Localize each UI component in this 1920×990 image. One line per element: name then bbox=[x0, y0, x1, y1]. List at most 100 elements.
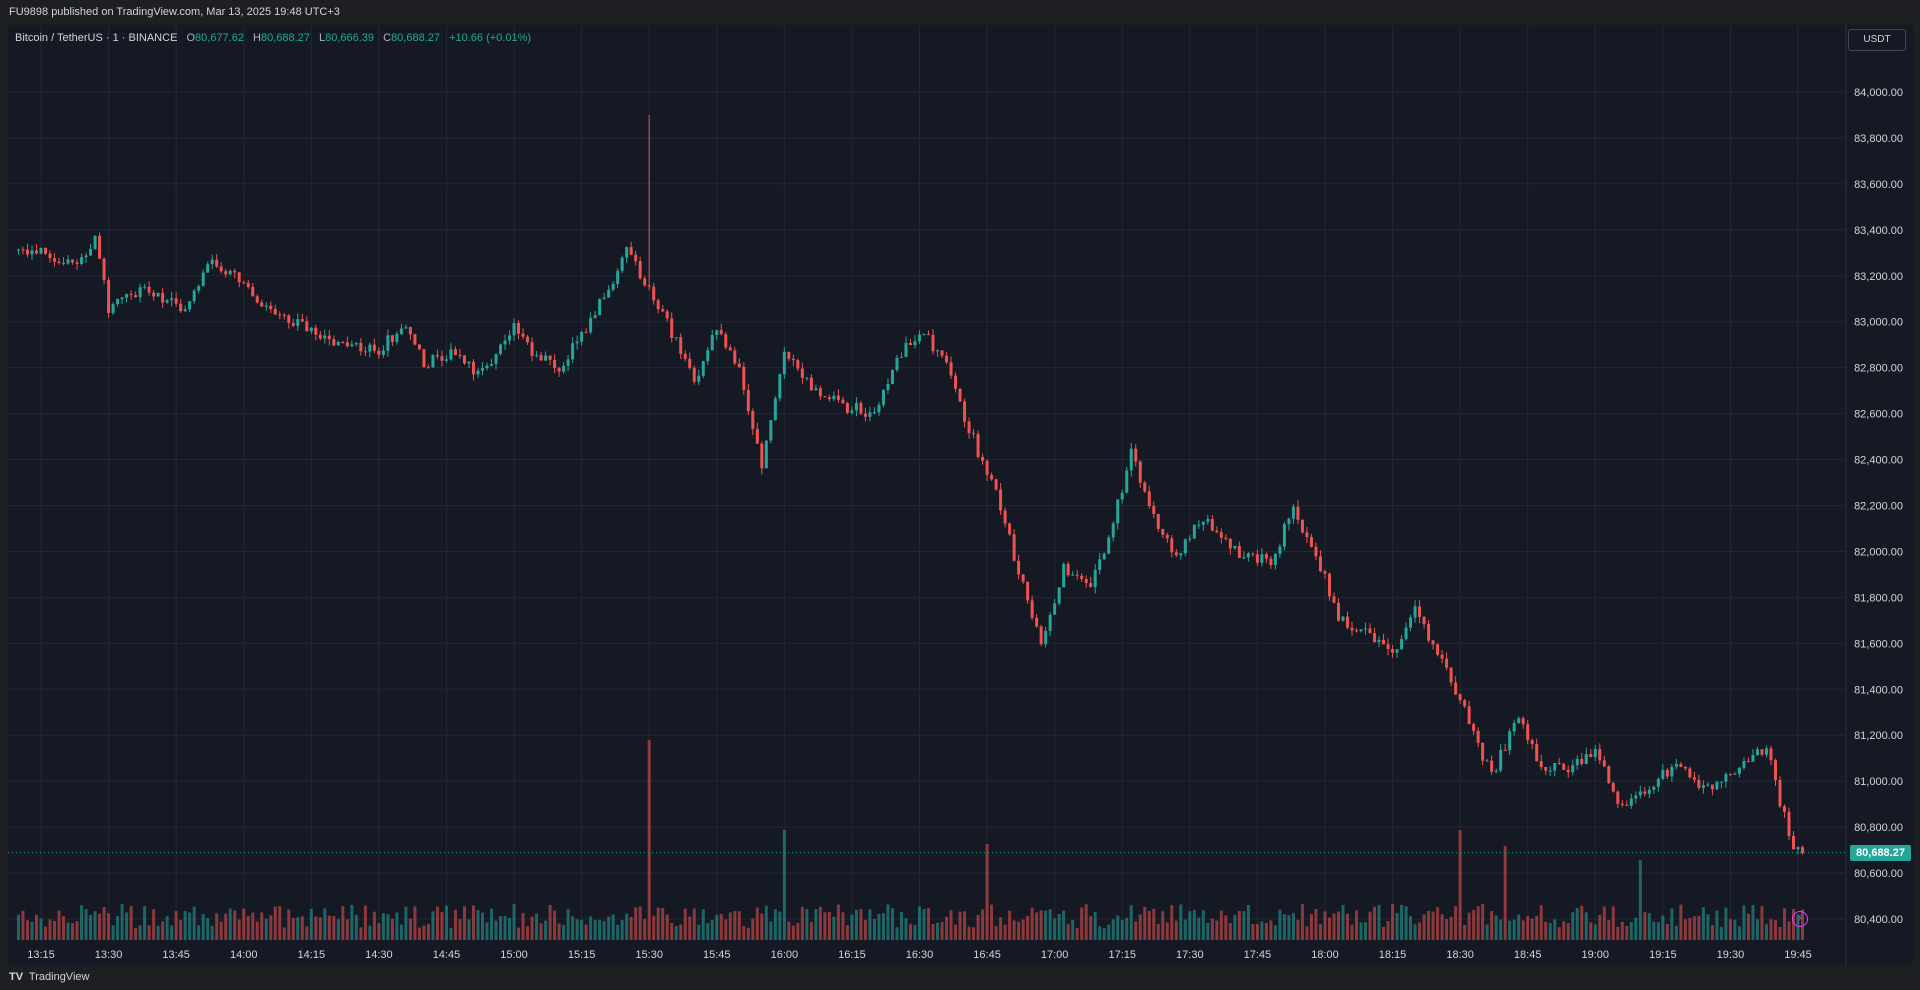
volume-bar bbox=[1354, 910, 1358, 940]
volume-bar bbox=[1170, 905, 1174, 940]
volume-bar bbox=[679, 924, 683, 940]
x-tick-label: 15:45 bbox=[703, 949, 731, 961]
volume-bar bbox=[584, 924, 588, 940]
volume-bar bbox=[1625, 925, 1629, 940]
volume-bar bbox=[503, 915, 507, 940]
volume-bar bbox=[57, 910, 61, 940]
candle-body bbox=[656, 300, 660, 310]
volume-bar bbox=[827, 911, 831, 940]
volume-bar bbox=[751, 918, 755, 940]
candle-body bbox=[116, 298, 120, 305]
candle-body bbox=[927, 334, 931, 336]
candle-body bbox=[733, 350, 737, 364]
volume-bar bbox=[1728, 919, 1732, 940]
volume-bar bbox=[1242, 911, 1246, 940]
candle-body bbox=[940, 350, 944, 356]
candle-body bbox=[309, 327, 313, 332]
volume-bar bbox=[1219, 910, 1223, 940]
candle-body bbox=[1246, 553, 1250, 558]
candle-body bbox=[778, 374, 782, 399]
close-value: 80,688.27 bbox=[391, 32, 440, 44]
candle-body bbox=[697, 375, 701, 382]
x-tick-label: 19:15 bbox=[1649, 949, 1677, 961]
candle-body bbox=[1418, 606, 1422, 617]
candle-body bbox=[413, 334, 417, 345]
volume-bar bbox=[859, 909, 863, 940]
volume-bar bbox=[224, 913, 228, 940]
volume-bar bbox=[1571, 912, 1575, 940]
candle-body bbox=[634, 254, 638, 262]
volume-bar bbox=[102, 907, 106, 940]
volume-bar bbox=[1535, 915, 1539, 940]
candle-body bbox=[25, 249, 29, 255]
volume-bar bbox=[1589, 922, 1593, 940]
candle-body bbox=[1053, 603, 1057, 615]
volume-bar bbox=[120, 904, 124, 940]
volume-bar bbox=[1706, 914, 1710, 940]
volume-bar bbox=[1129, 905, 1133, 940]
candle-body bbox=[1332, 596, 1336, 603]
candle-body bbox=[1485, 760, 1489, 762]
volume-bar bbox=[764, 905, 768, 940]
volume-bar bbox=[390, 918, 394, 940]
volume-bar bbox=[1255, 924, 1259, 940]
volume-bar bbox=[413, 906, 417, 940]
candle-body bbox=[719, 330, 723, 335]
candle-body bbox=[251, 286, 255, 297]
volume-bar bbox=[318, 917, 322, 940]
volume-bar bbox=[1395, 912, 1399, 940]
candle-body bbox=[242, 282, 246, 284]
volume-bar bbox=[539, 923, 543, 940]
candle-body bbox=[652, 286, 656, 301]
candle-body bbox=[210, 259, 214, 265]
candle-body bbox=[395, 334, 399, 342]
candle-body bbox=[638, 261, 642, 279]
candle-body bbox=[769, 420, 773, 441]
volume-bar bbox=[435, 906, 439, 940]
candle-body bbox=[1048, 614, 1052, 631]
x-tick-label: 15:00 bbox=[500, 949, 528, 961]
candle-body bbox=[323, 335, 327, 339]
volume-bar bbox=[1458, 830, 1462, 940]
candle-body bbox=[408, 327, 412, 335]
candle-body bbox=[39, 247, 43, 254]
volume-bar bbox=[1165, 922, 1169, 940]
lightning-alert-icon[interactable]: ⚡ bbox=[1792, 911, 1808, 927]
volume-bar bbox=[1291, 912, 1295, 940]
candle-body bbox=[1710, 784, 1714, 790]
candle-body bbox=[161, 292, 165, 303]
candle-body bbox=[598, 298, 602, 316]
candle-body bbox=[1616, 791, 1620, 804]
volume-bar bbox=[490, 908, 494, 940]
volume-bar bbox=[1544, 921, 1548, 940]
candle-body bbox=[1553, 762, 1557, 771]
volume-bar bbox=[1472, 909, 1476, 940]
volume-bar bbox=[1697, 915, 1701, 940]
volume-bar bbox=[417, 927, 421, 940]
candle-body bbox=[805, 377, 809, 379]
candle-body bbox=[886, 383, 890, 390]
y-tick-label: 80,400.00 bbox=[1854, 914, 1903, 926]
candle-body bbox=[845, 403, 849, 413]
candle-body bbox=[661, 309, 665, 312]
y-tick-label: 83,000.00 bbox=[1854, 317, 1903, 329]
volume-bar bbox=[890, 908, 894, 940]
candle-body bbox=[1544, 767, 1548, 771]
candle-body bbox=[228, 270, 232, 275]
candle-body bbox=[629, 247, 633, 255]
price-chart-svg[interactable]: 84,000.00 83,800.00 83,600.00 83,400.00 83,2… bbox=[8, 25, 1913, 965]
x-tick-label: 16:30 bbox=[906, 949, 934, 961]
x-tick-label: 14:45 bbox=[433, 949, 461, 961]
x-tick-label: 18:45 bbox=[1514, 949, 1542, 961]
candle-body bbox=[183, 309, 187, 312]
candle-body bbox=[1688, 768, 1692, 778]
volume-bar bbox=[1391, 904, 1395, 940]
candle-body bbox=[945, 355, 949, 363]
currency-selector-button[interactable]: USDT bbox=[1848, 29, 1906, 51]
volume-bar bbox=[62, 916, 66, 940]
volume-bar bbox=[170, 925, 174, 940]
candle-body bbox=[89, 248, 93, 256]
chart-panel[interactable]: 84,000.00 83,800.00 83,600.00 83,400.00 83,2… bbox=[8, 25, 1913, 965]
volume-bar bbox=[381, 913, 385, 940]
candle-body bbox=[1030, 600, 1034, 618]
